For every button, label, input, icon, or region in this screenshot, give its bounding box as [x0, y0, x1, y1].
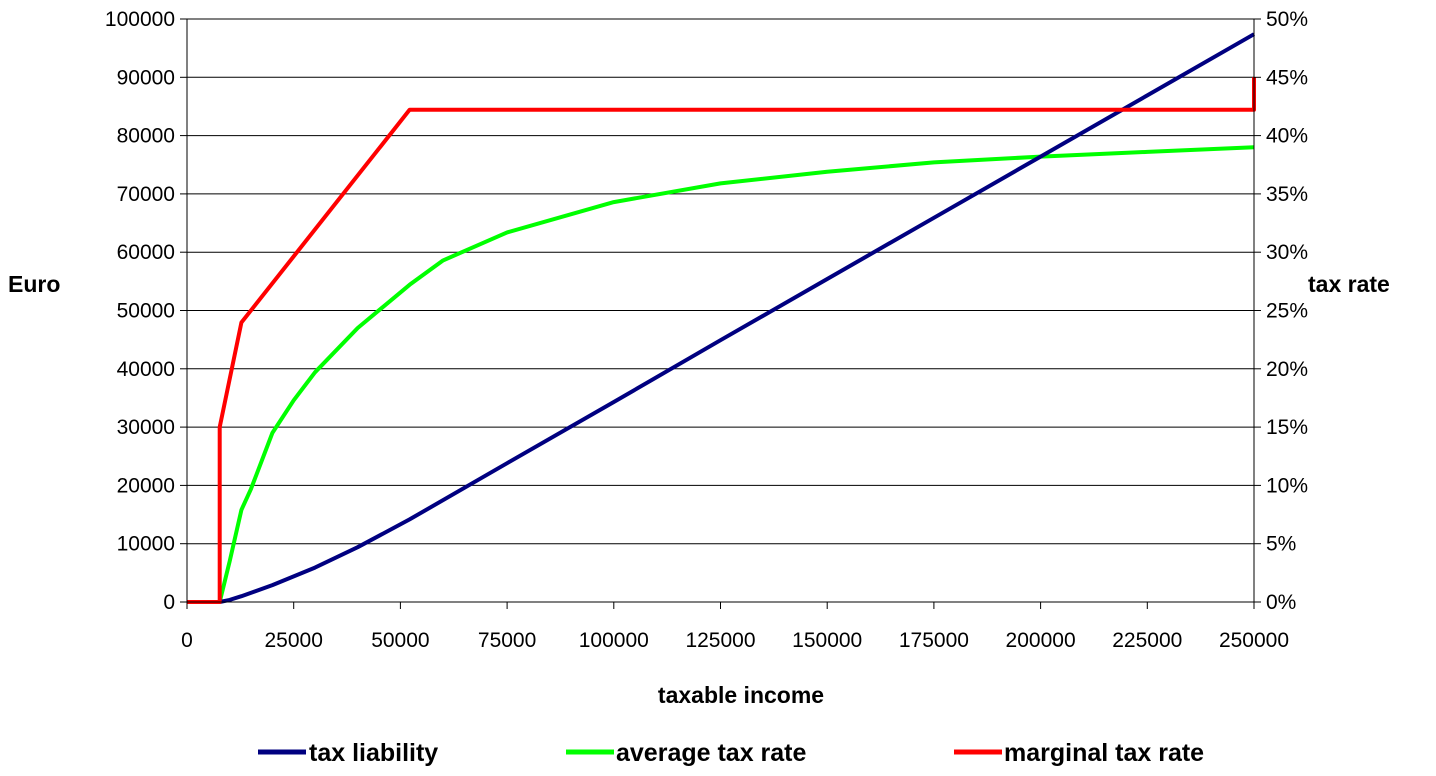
y-right-tick-label: 20% — [1266, 358, 1308, 381]
legend: tax liability average tax rate marginal ta… — [258, 739, 1204, 767]
x-tick-label: 25000 — [264, 629, 322, 652]
x-tick-label: 200000 — [1006, 629, 1076, 652]
y-right-tick-label: 25% — [1266, 300, 1308, 323]
y-axis-left-title: Euro — [8, 271, 60, 297]
axes — [180, 18, 1261, 609]
x-tick-label: 100000 — [579, 629, 649, 652]
y-right-tick-label: 40% — [1266, 125, 1308, 148]
y-left-tick-label: 0 — [163, 591, 175, 614]
y-left-tick-label: 60000 — [117, 241, 175, 264]
y-left-tick-label: 30000 — [117, 416, 175, 439]
y-right-tick-label: 45% — [1266, 66, 1308, 89]
series-lines — [187, 32, 1256, 604]
x-tick-label: 225000 — [1112, 629, 1182, 652]
y-left-tick-label: 20000 — [117, 474, 175, 497]
legend-label-tax-liability: tax liability — [309, 739, 438, 767]
y-axis-right-title: tax rate — [1308, 271, 1390, 297]
y-left-tick-label: 40000 — [117, 358, 175, 381]
y-left-tick-label: 10000 — [117, 533, 175, 556]
x-tick-label: 250000 — [1219, 629, 1289, 652]
x-tick-label: 0 — [181, 629, 193, 652]
x-tick-label: 50000 — [371, 629, 429, 652]
series-line-average-tax-rate — [217, 145, 1255, 603]
y-left-tick-label: 80000 — [117, 125, 175, 148]
x-axis-title: taxable income — [658, 682, 824, 708]
legend-label-marginal-tax-rate: marginal tax rate — [1004, 739, 1204, 767]
y-right-tick-label: 30% — [1266, 241, 1308, 264]
gridlines — [187, 18, 1254, 545]
y-left-tick-label: 90000 — [117, 66, 175, 89]
x-tick-label: 175000 — [899, 629, 969, 652]
tick-labels: 0 0% 10000 5% 20000 10% 30000 15% 40000 20% 50000 2… — [105, 8, 1308, 652]
y-right-tick-label: 10% — [1266, 474, 1308, 497]
y-left-tick-label: 100000 — [105, 8, 175, 31]
legend-label-average-tax-rate: average tax rate — [616, 739, 807, 767]
y-right-tick-label: 5% — [1266, 533, 1296, 556]
y-right-tick-label: 15% — [1266, 416, 1308, 439]
y-right-tick-label: 50% — [1266, 8, 1308, 31]
y-right-tick-label: 35% — [1266, 183, 1308, 206]
y-right-tick-label: 0% — [1266, 591, 1296, 614]
x-tick-label: 125000 — [685, 629, 755, 652]
series-line-tax-liability — [219, 32, 1255, 604]
y-left-tick-label: 70000 — [117, 183, 175, 206]
y-left-tick-label: 50000 — [117, 300, 175, 323]
x-tick-label: 150000 — [792, 629, 862, 652]
x-tick-label: 75000 — [478, 629, 536, 652]
